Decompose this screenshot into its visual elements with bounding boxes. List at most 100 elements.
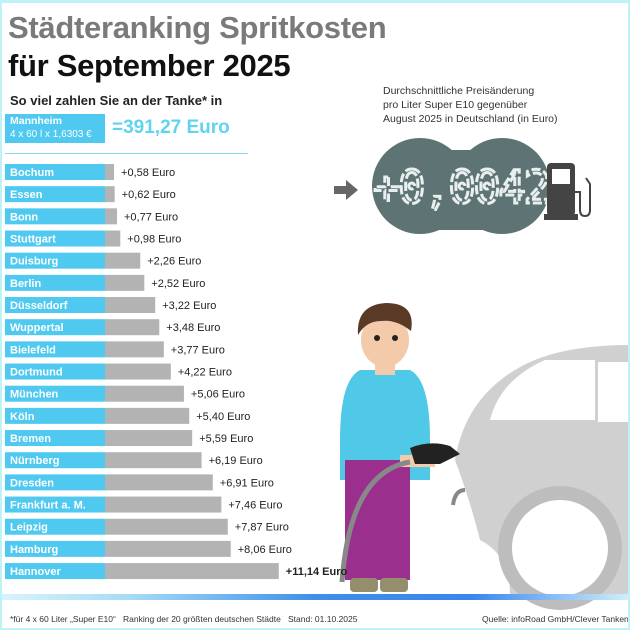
bar xyxy=(105,407,190,424)
bar-label-bg xyxy=(5,341,105,358)
footer-note: *für 4 x 60 Liter „Super E10“ xyxy=(10,614,116,624)
bar-value-label: +11,14 Euro xyxy=(286,566,348,578)
bar-label-bg xyxy=(5,252,105,269)
bar xyxy=(105,252,141,269)
avg-change-description: Durchschnittliche Preisänderung pro Lite… xyxy=(383,84,558,126)
bar-category-label: Köln xyxy=(10,411,35,423)
avg-change-display: +0,0042 xyxy=(372,138,552,234)
bar xyxy=(105,474,213,491)
bar-category-label: Berlin xyxy=(10,278,41,290)
bar xyxy=(105,164,115,180)
highlight-formula: 4 x 60 l x 1,6303 € xyxy=(10,129,92,140)
bar-value-label: +5,40 Euro xyxy=(196,411,250,423)
bar-value-label: +0,62 Euro xyxy=(122,189,176,201)
person-illustration xyxy=(339,303,460,592)
bar-category-label: Essen xyxy=(10,189,43,201)
bar-category-label: Duisburg xyxy=(10,256,58,268)
bar-value-label: +7,87 Euro xyxy=(235,522,289,534)
bar-label-bg xyxy=(5,297,105,314)
bar-label-bg xyxy=(5,518,105,535)
bar-label-bg xyxy=(5,540,105,557)
bar xyxy=(105,430,193,447)
bar-category-label: Stuttgart xyxy=(10,234,56,246)
bar-value-label: +6,19 Euro xyxy=(209,455,263,467)
bar-category-label: Bonn xyxy=(10,211,38,223)
bar-category-label: Bochum xyxy=(10,167,54,179)
bar-category-label: Nürnberg xyxy=(10,455,60,467)
bar-value-label: +7,46 Euro xyxy=(228,500,282,512)
title-line2: für September 2025 xyxy=(8,48,291,83)
bar-category-label: Hamburg xyxy=(10,544,58,556)
bar-value-label: +0,77 Euro xyxy=(124,211,178,223)
highlight-city-box: Mannheim 4 x 60 l x 1,6303 € xyxy=(5,114,105,143)
bar-value-label: +2,26 Euro xyxy=(147,256,201,268)
bar-category-label: Wuppertal xyxy=(10,322,64,334)
bar-value-label: +2,52 Euro xyxy=(151,278,205,290)
bar-label-bg xyxy=(5,164,105,180)
bar-category-label: Dortmund xyxy=(10,367,63,379)
subtitle: So viel zahlen Sie an der Tanke* in xyxy=(10,93,223,108)
bar-category-label: Frankfurt a. M. xyxy=(10,500,86,512)
highlight-total: =391,27 Euro xyxy=(112,117,230,138)
bar xyxy=(105,274,145,291)
bar-value-label: +5,59 Euro xyxy=(199,433,253,445)
desc-line: pro Liter Super E10 gegenüber xyxy=(383,99,528,111)
bar-label-bg xyxy=(5,186,105,203)
bar-category-label: Dresden xyxy=(10,477,54,489)
bar xyxy=(105,385,184,402)
bar-value-label: +4,22 Euro xyxy=(178,367,232,379)
bar xyxy=(105,186,115,203)
bar xyxy=(105,452,202,469)
bar xyxy=(105,518,228,535)
car-illustration xyxy=(451,345,630,610)
bar-label-bg xyxy=(5,319,105,336)
desc-line: August 2025 in Deutschland (in Euro) xyxy=(383,113,558,125)
desc-line: Durchschnittliche Preisänderung xyxy=(383,85,535,97)
bar xyxy=(105,540,231,557)
bar-label-bg xyxy=(5,474,105,491)
bar xyxy=(105,208,118,225)
bar-value-label: +3,22 Euro xyxy=(162,300,216,312)
footer-date: Stand: 01.10.2025 xyxy=(288,614,358,624)
highlight-city: Mannheim xyxy=(10,115,62,127)
bar-label-bg xyxy=(5,208,105,225)
decorative-band xyxy=(2,594,628,600)
bar-label-bg xyxy=(5,430,105,447)
bar-value-label: +3,48 Euro xyxy=(166,322,220,334)
bar-category-label: Bielefeld xyxy=(10,344,56,356)
bar-label-bg xyxy=(5,563,105,580)
bar-value-label: +5,06 Euro xyxy=(191,389,245,401)
bar-value-label: +0,58 Euro xyxy=(121,167,175,179)
divider xyxy=(5,153,248,154)
bar xyxy=(105,341,164,358)
bar-label-bg xyxy=(5,230,105,247)
bar xyxy=(105,297,156,314)
bar-label-bg xyxy=(5,385,105,402)
bar xyxy=(105,230,121,247)
bar-value-label: +0,98 Euro xyxy=(127,234,181,246)
avg-change-value: +0,0042 xyxy=(373,161,549,214)
footer-source: Quelle: infoRoad GmbH/Clever Tanken xyxy=(482,614,629,624)
bar-category-label: Leipzig xyxy=(10,522,48,534)
bar-label-bg xyxy=(5,496,105,513)
bar-value-label: +8,06 Euro xyxy=(238,544,292,556)
bar-label-bg xyxy=(5,452,105,469)
bar xyxy=(105,496,222,513)
bar-value-label: +6,91 Euro xyxy=(220,477,274,489)
bar-value-label: +3,77 Euro xyxy=(171,344,225,356)
bar-category-label: Bremen xyxy=(10,433,51,445)
bar xyxy=(105,363,171,380)
bar-label-bg xyxy=(5,274,105,291)
bar-category-label: Hannover xyxy=(10,566,61,578)
bar-label-bg xyxy=(5,407,105,424)
title-line1: Städteranking Spritkosten xyxy=(8,10,387,45)
footer-ranking: Ranking der 20 größten deutschen Städte xyxy=(123,614,281,624)
fuel-pump-icon xyxy=(544,163,591,220)
bar xyxy=(105,319,160,336)
bar-label-bg xyxy=(5,363,105,380)
bar-category-label: Düsseldorf xyxy=(10,300,68,312)
bar xyxy=(105,563,279,580)
arrow-right-icon xyxy=(334,180,358,200)
bar-category-label: München xyxy=(10,389,59,401)
